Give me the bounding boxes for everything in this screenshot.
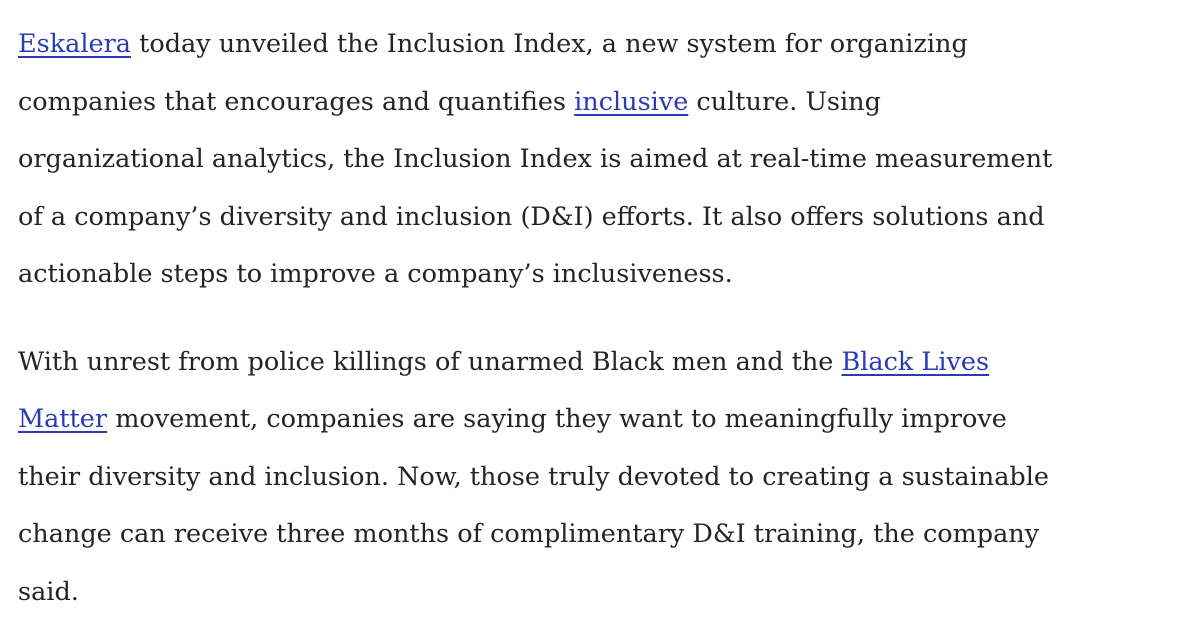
text-line: actionable steps to improve a company’s … [18, 246, 1200, 304]
text-span: said. [18, 577, 79, 607]
link[interactable]: Matter [18, 404, 107, 434]
text-line: said. [18, 564, 1200, 621]
text-span: movement, companies are saying they want… [107, 404, 1007, 434]
text-span: their diversity and inclusion. Now, thos… [18, 462, 1049, 492]
text-span: culture. Using [688, 87, 881, 117]
paragraph: Eskalera today unveiled the Inclusion In… [18, 16, 1200, 304]
text-line: Eskalera today unveiled the Inclusion In… [18, 16, 1200, 74]
text-line: organizational analytics, the Inclusion … [18, 131, 1200, 189]
text-span: actionable steps to improve a company’s … [18, 259, 733, 289]
text-line: their diversity and inclusion. Now, thos… [18, 449, 1200, 507]
text-span: With unrest from police killings of unar… [18, 347, 842, 377]
link[interactable]: inclusive [574, 87, 688, 117]
text-line: Matter movement, companies are saying th… [18, 391, 1200, 449]
text-line: change can receive three months of compl… [18, 506, 1200, 564]
text-span: change can receive three months of compl… [18, 519, 1039, 549]
paragraph: With unrest from police killings of unar… [18, 334, 1200, 621]
text-span: organizational analytics, the Inclusion … [18, 144, 1052, 174]
text-line: With unrest from police killings of unar… [18, 334, 1200, 392]
text-span: of a company’s diversity and inclusion (… [18, 202, 1045, 232]
text-span: today unveiled the Inclusion Index, a ne… [131, 29, 968, 59]
text-span: companies that encourages and quantifies [18, 87, 574, 117]
text-line: of a company’s diversity and inclusion (… [18, 189, 1200, 247]
link[interactable]: Black Lives [842, 347, 990, 377]
text-line: companies that encourages and quantifies… [18, 74, 1200, 132]
link[interactable]: Eskalera [18, 29, 131, 59]
